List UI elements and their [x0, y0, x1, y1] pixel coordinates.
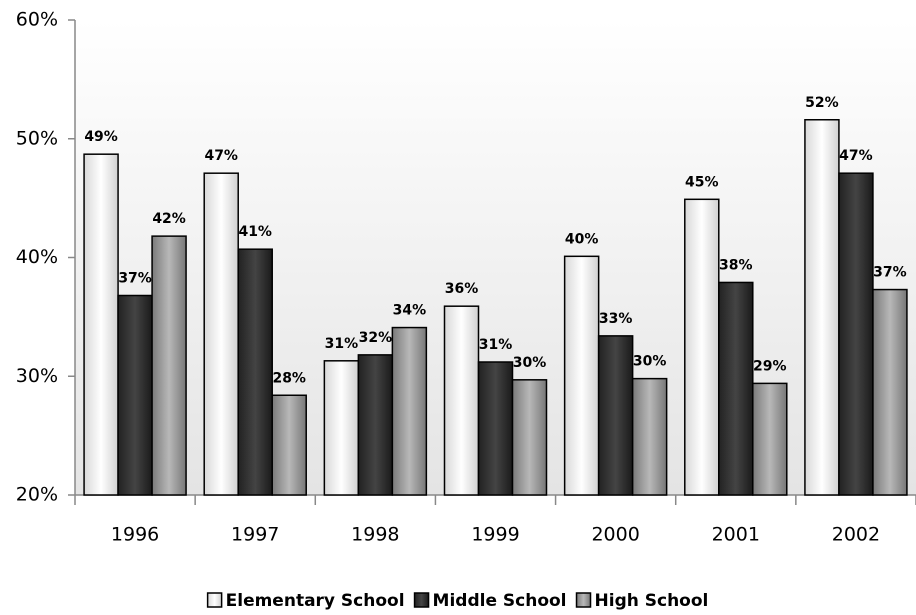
- value-label: 34%: [393, 303, 427, 319]
- bar: [838, 172, 874, 496]
- value-label: 42%: [152, 211, 186, 227]
- legend-swatch: [206, 592, 223, 608]
- value-label: 33%: [599, 311, 633, 327]
- value-label: 36%: [445, 281, 479, 297]
- value-label: 38%: [719, 257, 753, 273]
- value-label: 47%: [839, 148, 873, 164]
- value-label: 32%: [359, 330, 393, 346]
- bar: [323, 360, 360, 496]
- value-label: 37%: [118, 271, 152, 287]
- bar: [117, 294, 153, 496]
- bar: [271, 394, 307, 496]
- bar: [357, 354, 394, 496]
- legend-label: Middle School: [433, 591, 567, 611]
- value-label: 30%: [513, 355, 547, 371]
- y-tick-label: 20%: [16, 484, 58, 506]
- value-label: 31%: [479, 337, 513, 353]
- bar: [83, 153, 119, 496]
- bar: [477, 361, 514, 496]
- y-tick-label: 50%: [16, 127, 58, 149]
- bar: [563, 255, 600, 496]
- bar: [511, 379, 548, 496]
- x-tick-label: 1997: [231, 524, 279, 546]
- bar: [203, 172, 239, 496]
- x-tick-label: 1996: [111, 524, 159, 546]
- value-label: 28%: [272, 370, 306, 386]
- value-label: 40%: [565, 231, 599, 247]
- value-label: 37%: [873, 265, 907, 281]
- value-label: 31%: [325, 336, 359, 352]
- x-tick-label: 1999: [471, 524, 519, 546]
- value-label: 52%: [805, 95, 839, 111]
- bar: [151, 235, 187, 496]
- bar: [237, 248, 273, 496]
- bar: [718, 281, 754, 496]
- bar: [443, 305, 480, 496]
- value-label: 47%: [204, 148, 238, 164]
- bar: [752, 382, 788, 496]
- bar: [631, 377, 668, 496]
- bar: [597, 335, 634, 496]
- bar: [804, 119, 840, 496]
- value-label: 45%: [685, 174, 719, 190]
- value-label: 49%: [84, 129, 118, 145]
- x-tick-label: 1998: [351, 524, 399, 546]
- x-tick-label: 2000: [591, 524, 639, 546]
- y-tick-label: 60%: [16, 9, 58, 31]
- value-label: 29%: [753, 358, 787, 374]
- legend-swatch: [413, 592, 430, 608]
- bar: [391, 326, 428, 496]
- y-tick-label: 40%: [16, 246, 58, 268]
- value-label: 30%: [633, 354, 667, 370]
- x-tick-label: 2001: [712, 524, 760, 546]
- x-tick-label: 2002: [832, 524, 880, 546]
- bar: [684, 198, 720, 496]
- legend-label: High School: [595, 591, 709, 611]
- legend-swatch: [575, 592, 592, 608]
- y-tick-label: 30%: [16, 365, 58, 387]
- bar: [872, 288, 908, 496]
- legend-label: Elementary School: [226, 591, 405, 611]
- value-label: 41%: [238, 224, 272, 240]
